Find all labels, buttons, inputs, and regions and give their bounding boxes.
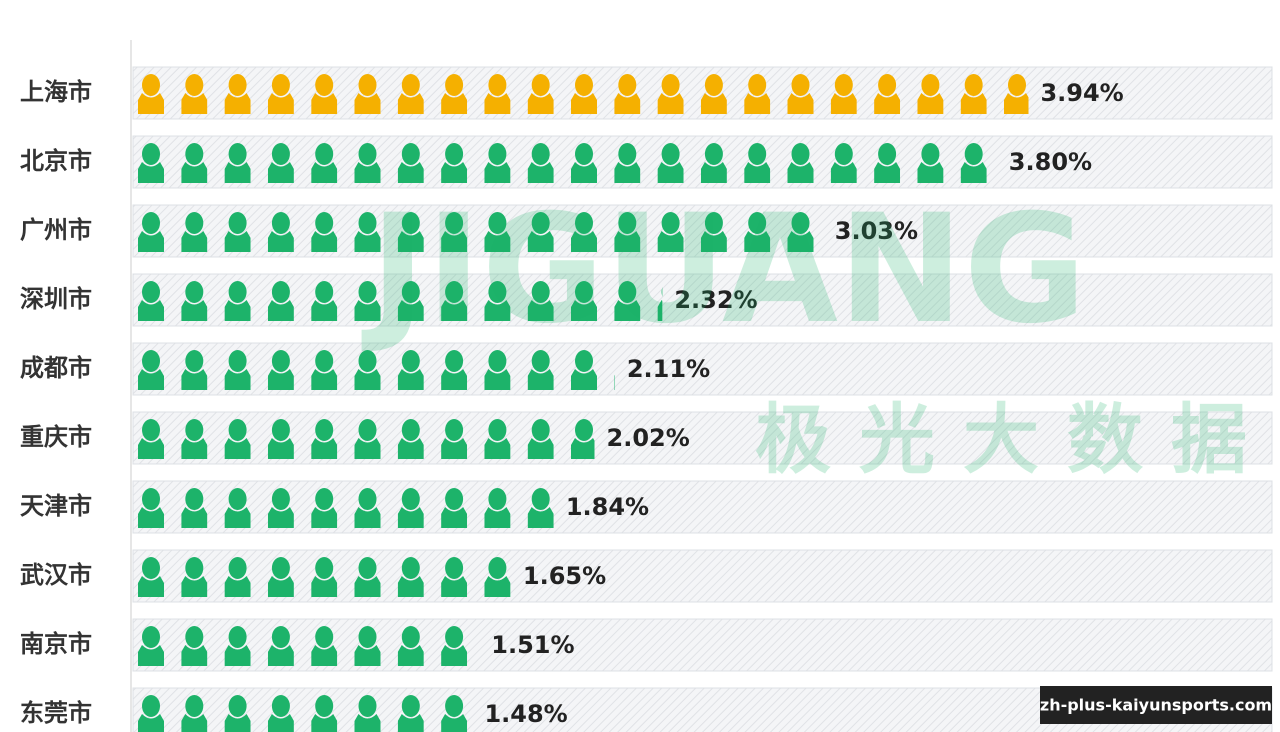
row-track [132,618,1273,672]
value-label: 1.51% [491,631,574,659]
category-label: 东莞市 [20,699,92,727]
category-label: 北京市 [20,147,92,175]
row-track [132,549,1273,603]
watermark-brand: JIGUANG [361,183,1087,357]
watermark-name: 极光大数据 [755,395,1275,484]
value-label: 1.65% [523,562,606,590]
value-label: 1.84% [566,493,649,521]
category-label: 成都市 [20,354,92,382]
category-label: 上海市 [20,78,92,106]
value-label: 3.03% [835,217,918,245]
value-label: 2.02% [607,424,690,452]
source: zh-plus-kaiyunsports.com [1040,696,1272,715]
row-track [132,480,1273,534]
category-label: 重庆市 [20,423,92,451]
value-label: 3.94% [1040,79,1123,107]
value-label: 3.80% [1009,148,1092,176]
category-label: 武汉市 [20,561,92,589]
category-label: 深圳市 [20,285,92,313]
value-label: 1.48% [484,700,567,728]
source-box [1040,686,1272,724]
value-label: 2.32% [674,286,757,314]
category-label: 南京市 [20,630,92,658]
category-label: 天津市 [20,492,92,520]
rows: 上海市 3.94% 北京市 3.80% 广州市 3.03% 深圳市 2.32% 成都市 2.11%… [20,66,1273,732]
icon-row [138,557,511,597]
value-label: 2.11% [627,355,710,383]
category-label: 广州市 [20,216,92,244]
